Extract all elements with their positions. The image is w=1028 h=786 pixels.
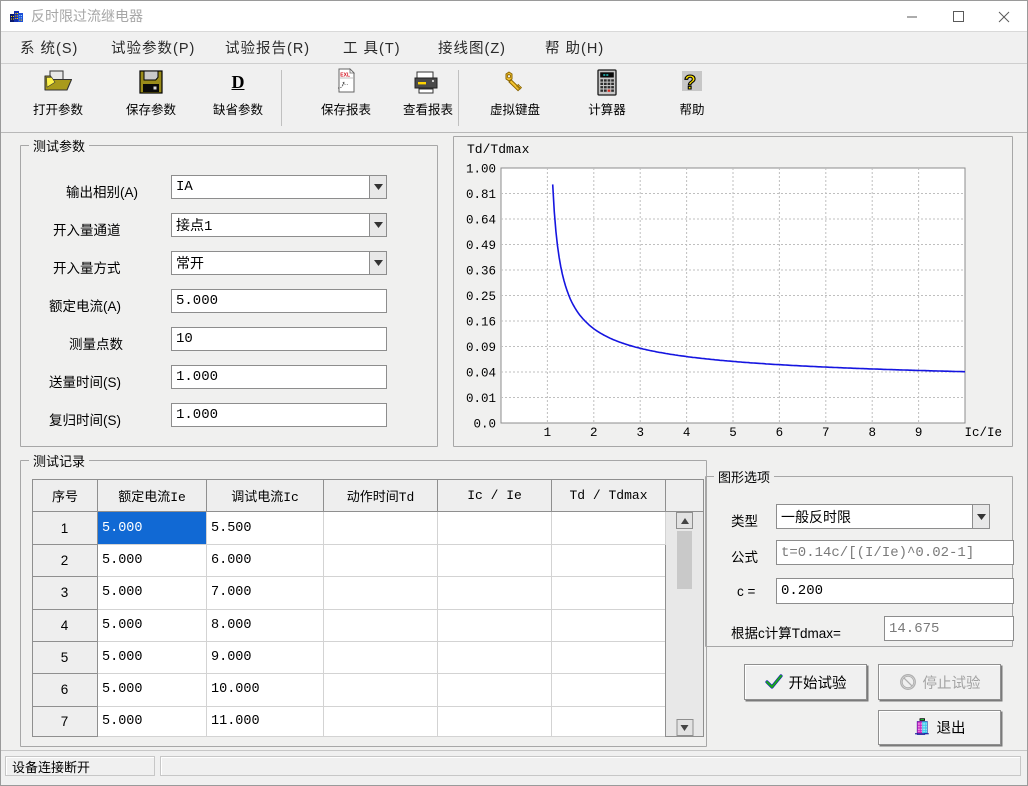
svg-text:5: 5 xyxy=(729,426,737,440)
svg-text:1: 1 xyxy=(544,426,552,440)
svg-text:0.81: 0.81 xyxy=(466,188,496,202)
svg-text:0.49: 0.49 xyxy=(466,239,496,253)
svg-text:0.36: 0.36 xyxy=(466,265,496,279)
svg-text:0.64: 0.64 xyxy=(466,214,496,228)
svg-text:0.25: 0.25 xyxy=(466,290,496,304)
svg-text:EXL: EXL xyxy=(340,72,350,78)
svg-text:Ic/Ie: Ic/Ie xyxy=(964,426,1002,440)
svg-text:7: 7 xyxy=(822,426,830,440)
svg-text:0.01: 0.01 xyxy=(466,392,496,406)
svg-text:3: 3 xyxy=(636,426,644,440)
svg-text:0.16: 0.16 xyxy=(466,316,496,330)
svg-text:0.0: 0.0 xyxy=(473,418,496,432)
svg-text:0.04: 0.04 xyxy=(466,367,496,381)
svg-text:0.09: 0.09 xyxy=(466,341,496,355)
svg-text:9: 9 xyxy=(915,426,923,440)
svg-text:4: 4 xyxy=(683,426,691,440)
svg-text:?: ? xyxy=(684,72,696,94)
svg-text:6: 6 xyxy=(776,426,784,440)
svg-text:1.00: 1.00 xyxy=(466,163,496,177)
svg-text:Td/Tdmax: Td/Tdmax xyxy=(467,142,530,157)
svg-text:2: 2 xyxy=(590,426,598,440)
svg-text:8: 8 xyxy=(868,426,876,440)
